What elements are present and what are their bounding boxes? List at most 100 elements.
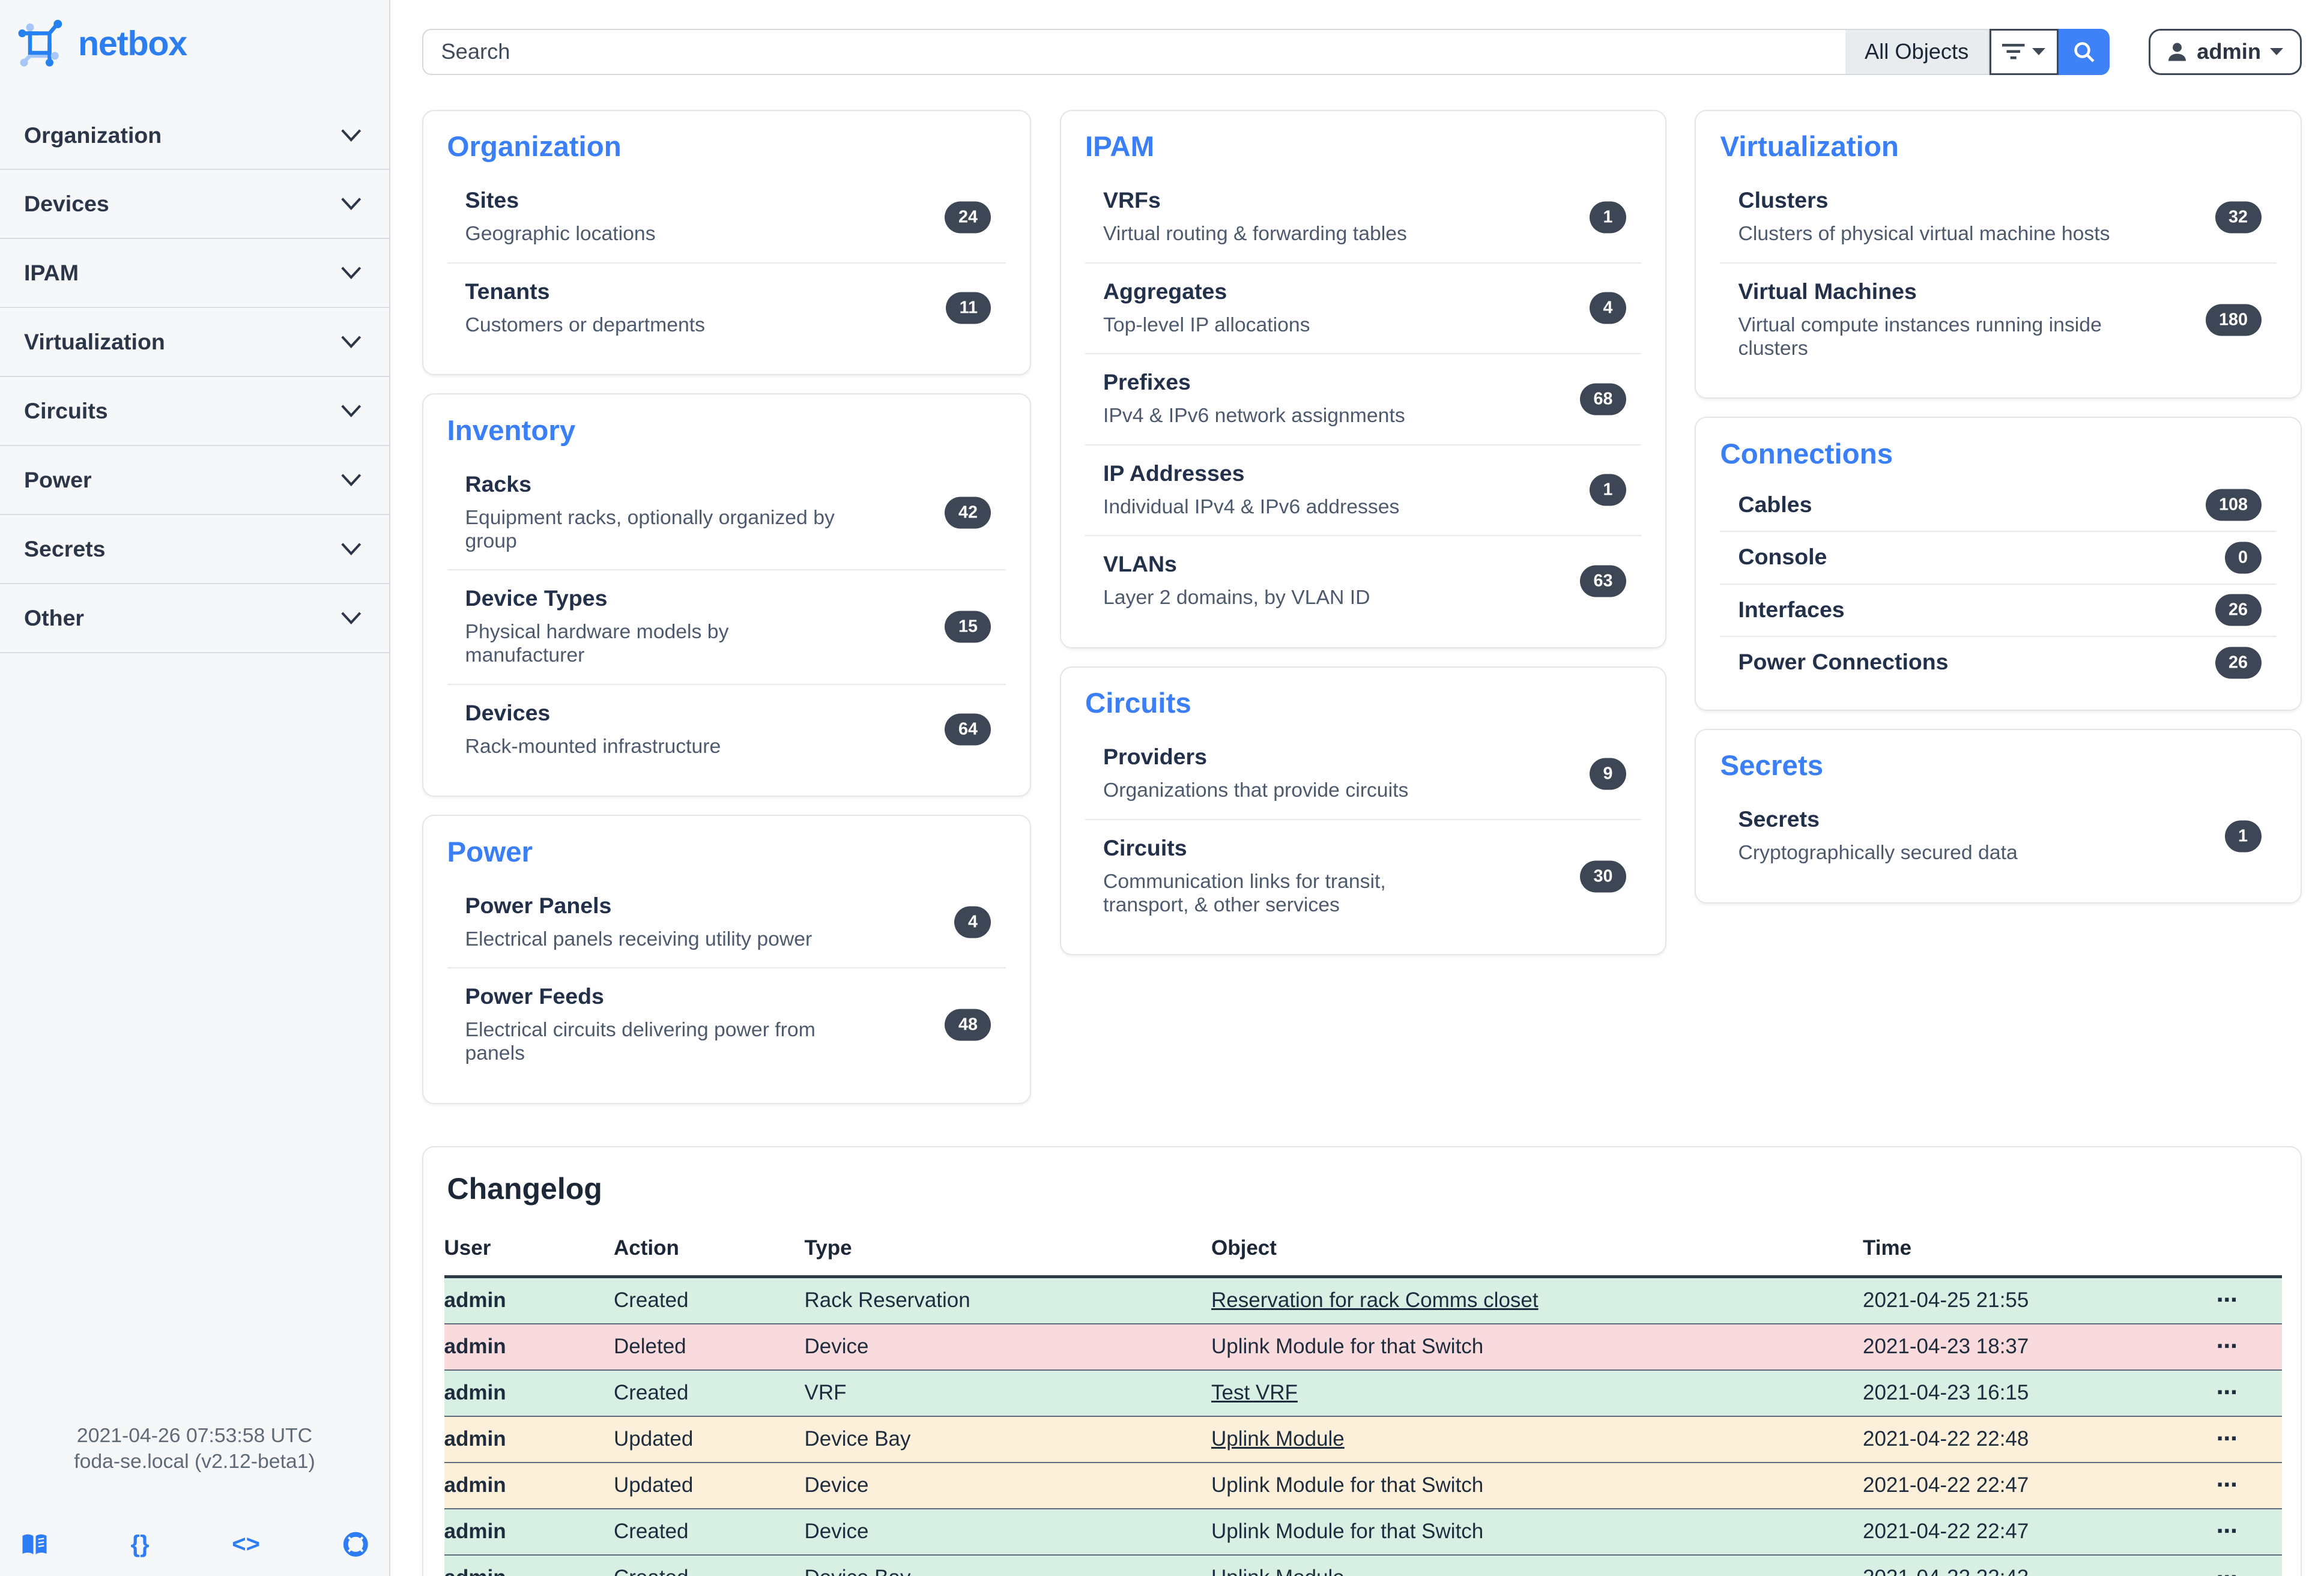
object-link[interactable]: Reservation for rack Comms closet bbox=[1211, 1288, 1539, 1312]
search-filter-dropdown[interactable] bbox=[1990, 29, 2059, 76]
sidebar-item-other[interactable]: Other bbox=[0, 584, 389, 653]
docs-book-icon[interactable] bbox=[21, 1533, 48, 1556]
object-link[interactable]: Test VRF bbox=[1211, 1381, 1298, 1404]
col-header-menu bbox=[2186, 1230, 2282, 1277]
chevron-down-icon bbox=[340, 472, 363, 488]
count-badge: 0 bbox=[2225, 542, 2262, 573]
sidebar-item-organization[interactable]: Organization bbox=[0, 101, 389, 170]
sidebar-item-virtualization[interactable]: Virtualization bbox=[0, 308, 389, 377]
sidebar-item-power[interactable]: Power bbox=[0, 446, 389, 515]
changelog-title: Changelog bbox=[447, 1171, 2280, 1206]
card-item-racks[interactable]: Racks Equipment racks, optionally organi… bbox=[447, 456, 1006, 570]
sidebar-footer: 2021-04-26 07:53:58 UTC foda-se.local (v… bbox=[0, 1423, 389, 1576]
card-item-console[interactable]: Console 0 bbox=[1720, 531, 2276, 584]
card-item-circuits[interactable]: Circuits Communication links for transit… bbox=[1085, 819, 1641, 934]
card-item-sites[interactable]: Sites Geographic locations 24 bbox=[447, 172, 1006, 262]
source-code-icon[interactable]: <> bbox=[232, 1531, 260, 1558]
row-actions-ellipsis[interactable]: ⋯ bbox=[2186, 1555, 2282, 1576]
netbox-logo[interactable]: netbox bbox=[0, 0, 389, 83]
card-title: Connections bbox=[1720, 438, 2276, 471]
card-virtualization: Virtualization Clusters Clusters of phys… bbox=[1695, 110, 2301, 399]
sidebar-item-label: Organization bbox=[24, 122, 162, 148]
changelog-row: admin Updated Device Uplink Module for t… bbox=[444, 1463, 2282, 1509]
count-badge: 42 bbox=[945, 497, 991, 528]
count-badge: 15 bbox=[945, 611, 991, 643]
card-item-virtual-machines[interactable]: Virtual Machines Virtual compute instanc… bbox=[1720, 262, 2276, 377]
search-scope-select[interactable]: All Objects bbox=[1845, 29, 1990, 76]
sidebar-item-label: Virtualization bbox=[24, 329, 165, 355]
changelog-row: admin Created Device Bay Uplink Module 2… bbox=[444, 1555, 2282, 1576]
sidebar-item-secrets[interactable]: Secrets bbox=[0, 515, 389, 584]
search-input[interactable] bbox=[422, 29, 1845, 76]
api-braces-icon[interactable]: {} bbox=[131, 1531, 150, 1558]
sidebar-item-label: Devices bbox=[24, 191, 109, 217]
search-submit-button[interactable] bbox=[2059, 29, 2110, 76]
chevron-down-icon bbox=[340, 128, 363, 143]
sidebar-item-ipam[interactable]: IPAM bbox=[0, 239, 389, 308]
chevron-down-icon bbox=[340, 542, 363, 557]
card-item-providers[interactable]: Providers Organizations that provide cir… bbox=[1085, 729, 1641, 819]
sidebar-item-devices[interactable]: Devices bbox=[0, 170, 389, 239]
card-title: Power bbox=[447, 836, 1006, 869]
count-badge: 180 bbox=[2206, 304, 2262, 336]
count-badge: 11 bbox=[946, 292, 991, 324]
count-badge: 64 bbox=[945, 714, 991, 746]
row-actions-ellipsis[interactable]: ⋯ bbox=[2186, 1370, 2282, 1416]
card-item-ip-addresses[interactable]: IP Addresses Individual IPv4 & IPv6 addr… bbox=[1085, 444, 1641, 536]
col-header-action: Action bbox=[614, 1230, 805, 1277]
card-item-prefixes[interactable]: Prefixes IPv4 & IPv6 network assignments… bbox=[1085, 353, 1641, 444]
chevron-down-icon bbox=[340, 611, 363, 626]
card-item-power-connections[interactable]: Power Connections 26 bbox=[1720, 636, 2276, 689]
sidebar-item-label: Power bbox=[24, 467, 92, 493]
row-actions-ellipsis[interactable]: ⋯ bbox=[2186, 1509, 2282, 1555]
user-menu-button[interactable]: admin bbox=[2149, 29, 2302, 76]
card-item-vrfs[interactable]: VRFs Virtual routing & forwarding tables… bbox=[1085, 172, 1641, 262]
card-item-secrets[interactable]: Secrets Cryptographically secured data 1 bbox=[1720, 791, 2276, 881]
row-actions-ellipsis[interactable]: ⋯ bbox=[2186, 1324, 2282, 1370]
card-item-cables[interactable]: Cables 108 bbox=[1720, 480, 2276, 531]
card-item-tenants[interactable]: Tenants Customers or departments 11 bbox=[447, 262, 1006, 354]
row-actions-ellipsis[interactable]: ⋯ bbox=[2186, 1463, 2282, 1509]
card-title: IPAM bbox=[1085, 130, 1641, 163]
dashboard-cards: Organization Sites Geographic locations … bbox=[422, 110, 2302, 1104]
support-lifering-icon[interactable] bbox=[343, 1532, 369, 1557]
magnifier-icon bbox=[2073, 41, 2096, 64]
user-icon bbox=[2167, 41, 2188, 62]
count-badge: 1 bbox=[1590, 201, 1626, 233]
changelog-row: admin Created Device Uplink Module for t… bbox=[444, 1509, 2282, 1555]
changelog-header-row: User Action Type Object Time bbox=[444, 1230, 2282, 1277]
card-item-aggregates[interactable]: Aggregates Top-level IP allocations 4 bbox=[1085, 262, 1641, 354]
sidebar-nav: Organization Devices IPAM Virtualization… bbox=[0, 101, 389, 653]
card-item-clusters[interactable]: Clusters Clusters of physical virtual ma… bbox=[1720, 172, 2276, 262]
sidebar-item-label: Circuits bbox=[24, 398, 108, 424]
count-badge: 26 bbox=[2215, 594, 2262, 626]
count-badge: 48 bbox=[945, 1009, 991, 1041]
card-item-interfaces[interactable]: Interfaces 26 bbox=[1720, 584, 2276, 636]
card-item-devices[interactable]: Devices Rack-mounted infrastructure 64 bbox=[447, 684, 1006, 775]
card-inventory: Inventory Racks Equipment racks, optiona… bbox=[422, 393, 1032, 797]
card-item-power-panels[interactable]: Power Panels Electrical panels receiving… bbox=[447, 878, 1006, 968]
card-item-power-feeds[interactable]: Power Feeds Electrical circuits deliveri… bbox=[447, 967, 1006, 1082]
sidebar-item-circuits[interactable]: Circuits bbox=[0, 377, 389, 446]
search-group: All Objects bbox=[422, 29, 2110, 76]
card-ipam: IPAM VRFs Virtual routing & forwarding t… bbox=[1060, 110, 1666, 648]
count-badge: 4 bbox=[954, 907, 991, 938]
row-actions-ellipsis[interactable]: ⋯ bbox=[2186, 1416, 2282, 1463]
card-item-vlans[interactable]: VLANs Layer 2 domains, by VLAN ID 63 bbox=[1085, 535, 1641, 626]
object-link[interactable]: Uplink Module bbox=[1211, 1427, 1345, 1451]
row-actions-ellipsis[interactable]: ⋯ bbox=[2186, 1276, 2282, 1324]
topbar: All Objects bbox=[422, 29, 2302, 76]
server-time: 2021-04-26 07:53:58 UTC bbox=[0, 1423, 389, 1449]
object-link[interactable]: Uplink Module bbox=[1211, 1566, 1345, 1576]
changelog-row: admin Created VRF Test VRF 2021-04-23 16… bbox=[444, 1370, 2282, 1416]
sidebar-item-label: Other bbox=[24, 605, 84, 631]
changelog-row: admin Updated Device Bay Uplink Module 2… bbox=[444, 1416, 2282, 1463]
count-badge: 68 bbox=[1580, 383, 1626, 415]
changelog-table: User Action Type Object Time admin Creat… bbox=[444, 1230, 2282, 1576]
card-item-device-types[interactable]: Device Types Physical hardware models by… bbox=[447, 569, 1006, 684]
card-title: Inventory bbox=[447, 414, 1006, 447]
col-header-object: Object bbox=[1211, 1230, 1863, 1277]
count-badge: 26 bbox=[2215, 647, 2262, 678]
card-title: Secrets bbox=[1720, 749, 2276, 782]
count-badge: 108 bbox=[2206, 489, 2262, 521]
